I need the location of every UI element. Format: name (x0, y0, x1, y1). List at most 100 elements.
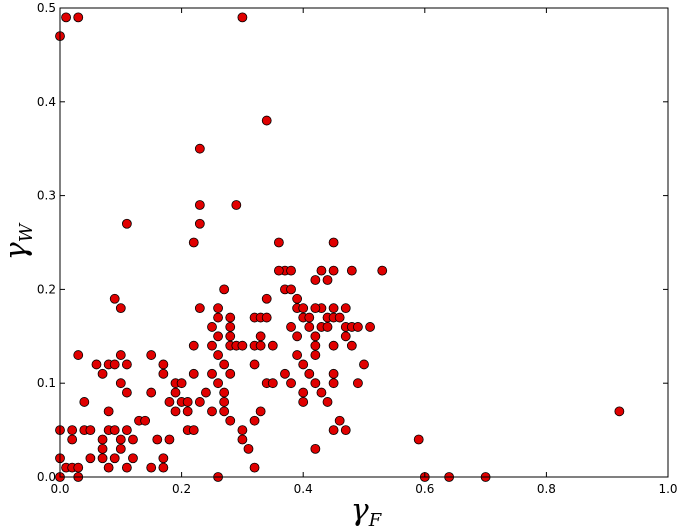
x-axis-label-subscript: F (368, 510, 383, 527)
data-point (121, 387, 132, 398)
data-point (225, 331, 236, 342)
data-point (67, 425, 78, 436)
data-point (152, 434, 163, 445)
x-tick-label: 0.6 (415, 482, 434, 496)
data-point (225, 322, 236, 332)
data-point (188, 237, 199, 248)
data-point (237, 12, 248, 23)
data-point (219, 387, 230, 398)
data-point (286, 284, 296, 295)
data-point (219, 359, 230, 370)
y-tick-label: 0.4 (37, 95, 56, 109)
data-point (164, 434, 175, 445)
data-point (273, 237, 284, 248)
x-tick-label: 0.8 (537, 482, 556, 496)
data-point (322, 322, 333, 332)
data-point (243, 443, 254, 454)
data-point (261, 115, 272, 126)
data-point (273, 265, 284, 276)
data-point (97, 434, 108, 445)
data-point (334, 312, 345, 323)
data-point (140, 415, 151, 426)
data-point (146, 350, 157, 360)
data-point (97, 443, 108, 454)
data-point (188, 368, 199, 379)
data-point (298, 303, 309, 314)
data-point (194, 200, 205, 210)
data-point (231, 200, 242, 210)
x-tick-label: 0.4 (294, 482, 313, 496)
x-tick-label: 1.0 (658, 482, 677, 496)
data-point (328, 425, 339, 436)
data-point (249, 415, 260, 426)
data-point (304, 312, 315, 323)
x-axis-label: γF (351, 493, 383, 527)
y-tick-label: 0.1 (37, 376, 56, 390)
data-point (128, 434, 138, 445)
data-point (255, 331, 266, 342)
data-point (91, 359, 102, 370)
data-point (328, 265, 339, 276)
data-point (207, 368, 217, 379)
data-point (304, 322, 315, 332)
data-point (328, 340, 339, 351)
data-point (225, 368, 236, 379)
y-tick-label: 0.3 (37, 189, 56, 203)
data-point (614, 406, 625, 417)
data-point (201, 387, 211, 398)
data-point (121, 462, 132, 473)
data-point (328, 378, 339, 389)
x-axis-label-symbol: γ (351, 493, 369, 527)
data-point (146, 462, 157, 473)
data-point (194, 397, 205, 407)
data-point (115, 350, 126, 360)
data-point (267, 340, 278, 351)
data-point (158, 453, 169, 464)
data-point (128, 453, 138, 464)
data-point (237, 434, 248, 445)
data-point (188, 425, 199, 436)
data-point (213, 303, 223, 314)
data-point (255, 406, 266, 417)
data-point (170, 406, 181, 417)
data-points (55, 12, 625, 482)
data-point (213, 350, 223, 360)
data-point (121, 218, 132, 229)
data-point (109, 453, 120, 464)
y-tick-label: 0.2 (37, 282, 56, 296)
data-point (322, 275, 333, 285)
data-point (121, 425, 132, 436)
data-point (249, 359, 260, 370)
data-point (115, 443, 126, 454)
data-point (219, 397, 230, 407)
data-point (310, 275, 321, 285)
data-point (292, 293, 303, 304)
data-point (121, 359, 132, 370)
x-tick-labels: 0.0 0.2 0.4 0.6 0.8 1.0 (50, 482, 677, 496)
data-point (115, 434, 126, 445)
data-point (340, 303, 351, 314)
data-point (346, 340, 357, 351)
data-point (219, 284, 230, 295)
data-point (225, 415, 236, 426)
data-point (237, 425, 248, 436)
data-point (188, 340, 199, 351)
data-point (158, 368, 169, 379)
data-point (164, 397, 175, 407)
data-point (334, 415, 345, 426)
data-point (85, 425, 96, 436)
data-point (304, 368, 315, 379)
data-point (261, 312, 272, 323)
data-point (73, 350, 84, 360)
data-point (213, 312, 223, 323)
data-point (67, 434, 78, 445)
data-point (267, 378, 278, 389)
data-point (310, 331, 321, 342)
data-point (286, 265, 296, 276)
data-point (97, 453, 108, 464)
data-point (298, 397, 309, 407)
data-point (255, 340, 266, 351)
data-point (413, 434, 424, 445)
data-point (359, 359, 369, 370)
